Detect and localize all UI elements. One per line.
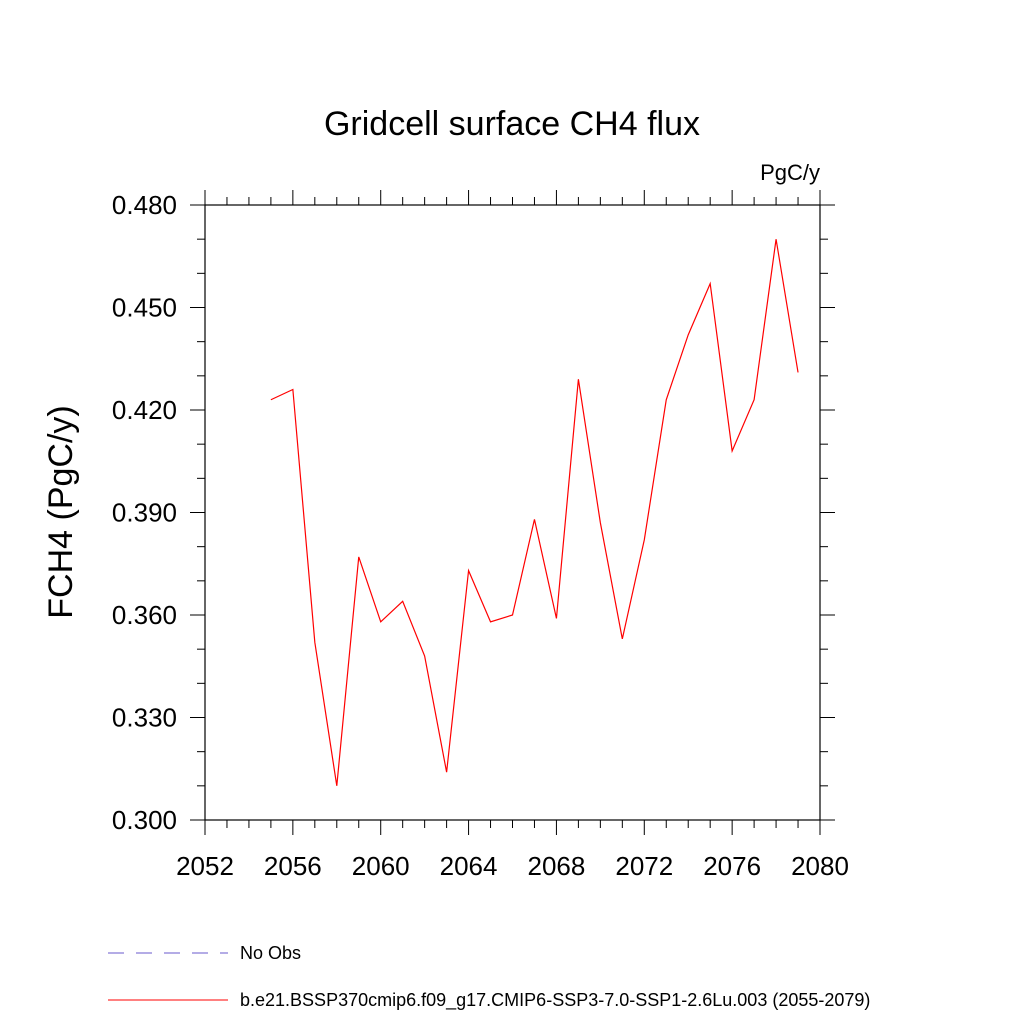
series-line: [270, 239, 799, 786]
series-layer: [270, 239, 799, 786]
x-tick-label: 2056: [264, 851, 322, 881]
legend-label-no-obs: No Obs: [240, 943, 301, 963]
units-label: PgC/y: [760, 160, 820, 185]
legend: No Obs b.e21.BSSP370cmip6.f09_g17.CMIP6-…: [108, 943, 870, 1011]
plot-frame: [204, 204, 821, 821]
y-tick-label: 0.450: [112, 293, 177, 323]
x-tick-label: 2072: [615, 851, 673, 881]
x-tick-label: 2064: [440, 851, 498, 881]
axis-ticks: [190, 190, 835, 835]
y-tick-label: 0.420: [112, 395, 177, 425]
y-tick-label: 0.480: [112, 190, 177, 220]
y-axis-label: FCH4 (PgC/y): [42, 405, 80, 618]
x-tick-label: 2060: [352, 851, 410, 881]
y-tick-label: 0.300: [112, 805, 177, 835]
x-tick-label: 2080: [791, 851, 849, 881]
y-tick-label: 0.360: [112, 600, 177, 630]
axis-tick-labels: 2052 2056 2060 2064 2068 2072 2076 2080 0.300 0.3…: [112, 190, 849, 881]
legend-label-model-run: b.e21.BSSP370cmip6.f09_g17.CMIP6-SSP3-7.…: [240, 990, 870, 1011]
y-tick-label: 0.330: [112, 703, 177, 733]
x-tick-label: 2076: [703, 851, 761, 881]
x-tick-label: 2068: [528, 851, 586, 881]
y-tick-label: 0.390: [112, 498, 177, 528]
x-tick-label: 2052: [176, 851, 234, 881]
chart-title: Gridcell surface CH4 flux: [324, 105, 700, 143]
